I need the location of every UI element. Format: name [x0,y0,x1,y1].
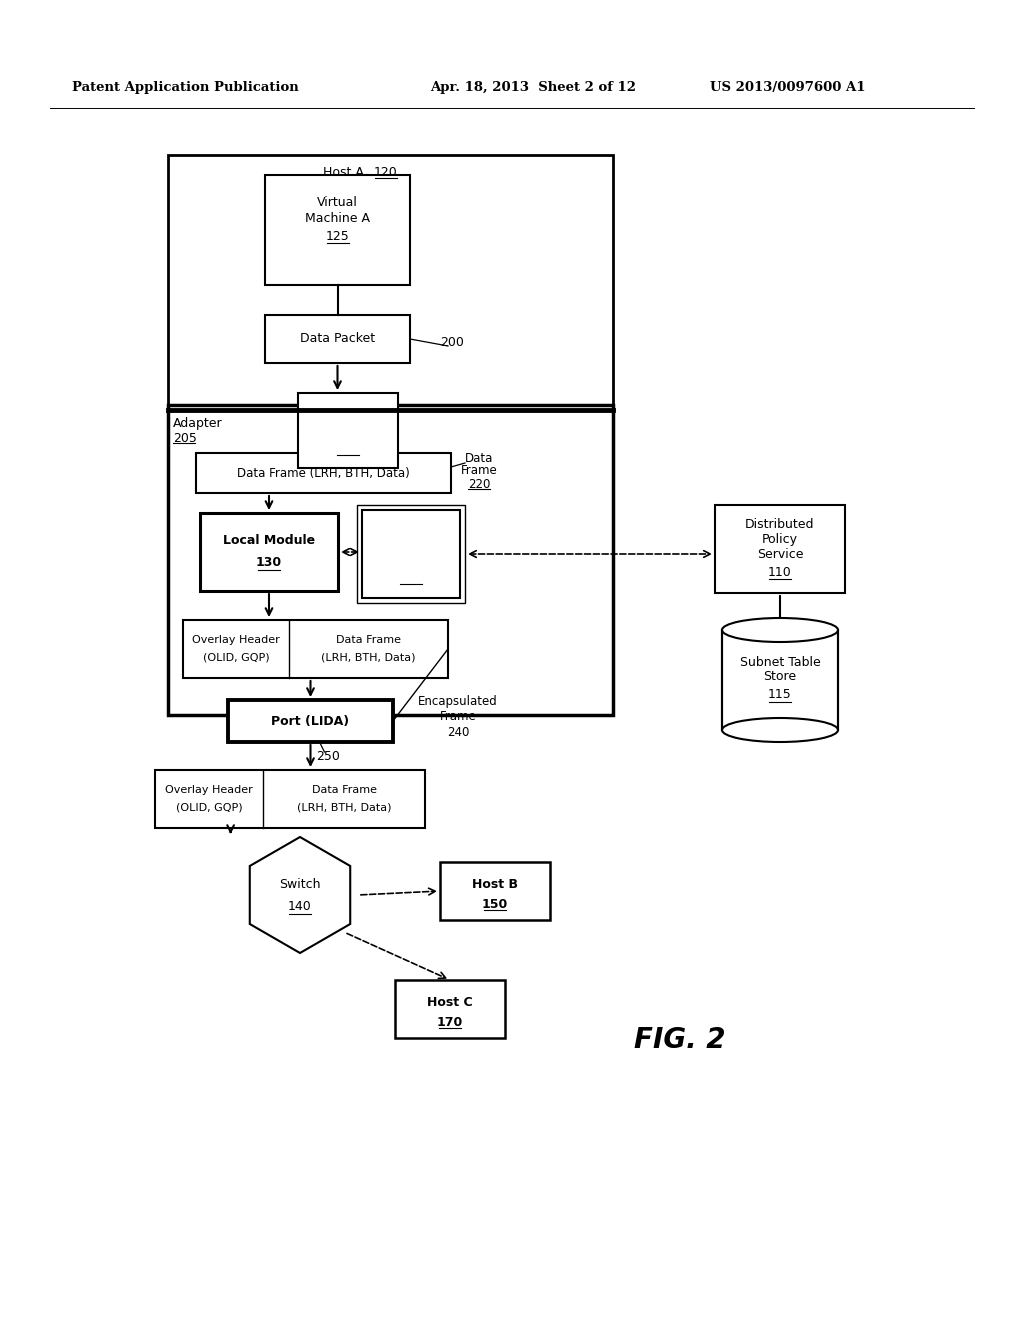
Text: Data Packet: Data Packet [300,333,375,346]
Text: 200: 200 [440,337,464,350]
Bar [228,700,393,742]
Text: (LRH, BTH, Data): (LRH, BTH, Data) [297,803,391,812]
Text: Data Frame: Data Frame [336,635,401,645]
Text: Adapter: Adapter [173,417,222,429]
Bar [183,620,449,678]
Text: (OLID, GQP): (OLID, GQP) [176,803,243,812]
Bar [200,513,338,591]
Text: 240: 240 [446,726,469,738]
Text: Host A: Host A [323,166,364,180]
Text: 220: 220 [468,478,490,491]
Text: FIG. 2: FIG. 2 [634,1026,726,1053]
Text: Subnet Table: Subnet Table [739,656,820,668]
Text: Switch: Switch [280,879,321,891]
Text: 120: 120 [374,166,397,180]
Text: Overlay Header: Overlay Header [193,635,280,645]
Text: 140: 140 [288,900,312,913]
Text: Frame: Frame [461,465,498,478]
Text: (LRH, BTH, Data): (LRH, BTH, Data) [322,652,416,663]
Text: VF: VF [340,408,355,421]
Bar [265,315,410,363]
Bar [196,453,451,492]
Text: Overlay Header: Overlay Header [165,785,253,795]
Text: Distributed: Distributed [745,519,815,532]
Text: Store: Store [394,553,428,566]
Text: 205: 205 [173,432,197,445]
Ellipse shape [722,618,838,642]
Text: 130: 130 [256,557,282,569]
Text: 115: 115 [768,689,792,701]
Text: US 2013/0097600 A1: US 2013/0097600 A1 [710,82,865,95]
Bar [395,979,505,1038]
Text: Host B: Host B [472,878,518,891]
Text: 150: 150 [482,898,508,911]
Text: Frame: Frame [439,710,476,722]
Text: 230: 230 [399,572,423,585]
Text: Store: Store [764,671,797,684]
Text: (OLID, GQP): (OLID, GQP) [203,652,269,663]
Text: Policy: Policy [762,533,798,546]
Polygon shape [250,837,350,953]
Text: Encapsulated: Encapsulated [418,696,498,709]
Text: Virtual: Virtual [317,197,358,210]
Text: 250: 250 [316,750,340,763]
Text: Port (LIDA): Port (LIDA) [271,714,349,727]
Bar [168,405,613,715]
Bar [298,393,398,469]
Text: Local: Local [394,524,427,536]
Text: Data Frame (LRH, BTH, Data): Data Frame (LRH, BTH, Data) [238,466,410,479]
Text: 210: 210 [336,442,359,455]
Bar [155,770,425,828]
Text: 170: 170 [437,1015,463,1028]
Ellipse shape [722,718,838,742]
Text: 125: 125 [326,231,349,243]
Text: 110: 110 [768,566,792,579]
Text: Table: Table [394,539,427,552]
Bar [265,176,410,285]
Text: Apr. 18, 2013  Sheet 2 of 12: Apr. 18, 2013 Sheet 2 of 12 [430,82,636,95]
Text: Local Module: Local Module [223,535,315,548]
Text: Host C: Host C [427,995,473,1008]
Bar [440,862,550,920]
Bar [722,630,838,730]
Text: Machine A: Machine A [305,211,370,224]
Text: (GQPA): (GQPA) [326,424,371,437]
Text: Patent Application Publication: Patent Application Publication [72,82,299,95]
Ellipse shape [724,619,837,642]
Bar [362,510,460,598]
Text: Service: Service [757,549,803,561]
Text: Data: Data [465,451,494,465]
Bar [715,506,845,593]
Bar [357,506,465,603]
Text: Data Frame: Data Frame [311,785,377,795]
Bar [168,154,613,540]
